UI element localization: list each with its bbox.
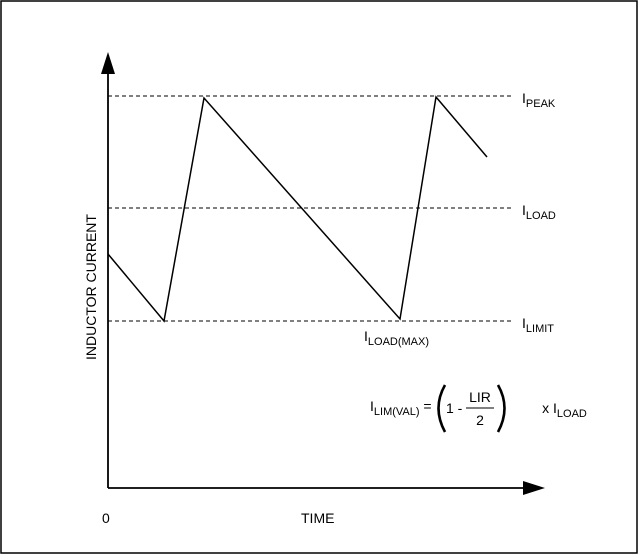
y-axis-label: INDUCTOR CURRENT [83, 214, 99, 360]
limit-level-label: ILIMIT [522, 315, 554, 335]
formula-lhs: ILIM(VAL) = [370, 398, 432, 418]
load-max-label: ILOAD(MAX) [364, 328, 429, 348]
formula-rhs: x ILOAD [511, 400, 606, 420]
ilim-formula: ILIM(VAL) = 1 - LIR 2 x ILOAD [370, 384, 606, 433]
y-axis-arrow [101, 52, 115, 74]
origin-label: 0 [102, 510, 110, 526]
formula-right-paren [496, 384, 506, 433]
load-level-label: ILOAD [522, 202, 556, 222]
inductor-current-waveform [107, 95, 488, 323]
peak-level-label: IPEAK [522, 90, 556, 110]
formula-denominator: 2 [476, 412, 484, 428]
x-axis-arrow [523, 481, 545, 495]
formula-numerator: LIR [469, 389, 491, 405]
formula-one-minus: 1 - [446, 400, 466, 416]
x-axis-label: TIME [301, 510, 334, 526]
formula-left-paren [437, 384, 447, 433]
